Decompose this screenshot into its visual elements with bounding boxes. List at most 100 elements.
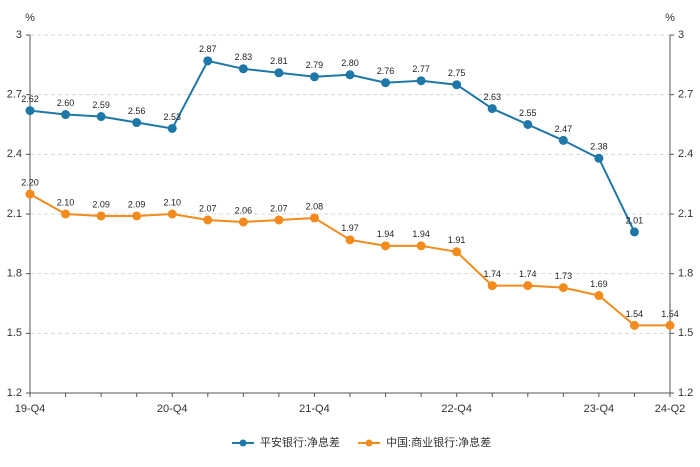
point (96, 112, 106, 122)
point (629, 320, 639, 330)
y2-tick-label: 1.2 (678, 387, 693, 399)
y2-tick-label: 1.5 (678, 327, 693, 339)
data-label: 2.83 (235, 52, 253, 62)
data-label: 1.69 (590, 279, 608, 289)
data-label: 2.07 (199, 203, 217, 213)
y-unit: % (25, 12, 35, 24)
x-tick-label: 23-Q4 (584, 403, 615, 415)
y2-tick-label: 2.4 (678, 148, 693, 160)
y-tick-label: 2.1 (7, 208, 22, 220)
data-label: 2.60 (57, 98, 75, 108)
point (452, 80, 462, 90)
point (381, 78, 391, 88)
data-label: 2.81 (270, 56, 288, 66)
point (309, 72, 319, 82)
y-tick-label: 2.7 (7, 89, 22, 101)
legend-marker (365, 439, 373, 447)
legend-label: 中国:商业银行:净息差 (386, 435, 491, 449)
data-label: 2.09 (92, 199, 110, 209)
data-label: 2.47 (555, 124, 573, 134)
point (96, 211, 106, 221)
data-label: 2.56 (128, 106, 146, 116)
point (167, 123, 177, 133)
y-tick-label: 1.2 (7, 387, 22, 399)
point (487, 104, 497, 114)
point (309, 213, 319, 223)
series-line (29, 193, 670, 327)
point (61, 209, 71, 219)
data-label: 2.09 (128, 199, 146, 209)
x-tick-label: 21-Q4 (299, 403, 330, 415)
y2-tick-label: 3 (678, 29, 684, 41)
point (238, 217, 248, 227)
x-tick-label: 19-Q4 (15, 403, 46, 415)
data-label: 2.79 (306, 60, 324, 70)
point (203, 215, 213, 225)
data-label: 1.73 (555, 271, 573, 281)
data-label: 2.01 (626, 215, 644, 225)
data-label: 2.07 (270, 203, 288, 213)
data-label: 2.55 (519, 108, 537, 118)
point (594, 153, 604, 163)
y2-unit: % (665, 12, 675, 24)
data-label: 1.74 (483, 269, 501, 279)
point (629, 227, 639, 237)
x-tick-label: 24-Q2 (655, 403, 686, 415)
x-tick-label: 20-Q4 (157, 403, 188, 415)
data-label: 2.76 (377, 66, 395, 76)
data-label: 2.38 (590, 142, 608, 152)
y-tick-label: 1.5 (7, 327, 22, 339)
data-label: 2.77 (412, 64, 430, 74)
y-tick-label: 3 (16, 29, 22, 41)
data-label: 1.91 (448, 235, 466, 245)
point (132, 211, 142, 221)
data-label: 1.54 (661, 309, 679, 319)
x-tick-label: 22-Q4 (441, 403, 472, 415)
legend-marker (239, 439, 247, 447)
point (132, 118, 142, 128)
point (274, 68, 284, 78)
data-label: 1.54 (626, 309, 644, 319)
data-label: 2.10 (57, 197, 75, 207)
point (61, 110, 71, 120)
data-label: 2.59 (92, 100, 110, 110)
data-label: 1.94 (412, 229, 430, 239)
point (381, 241, 391, 251)
point (416, 241, 426, 251)
data-label: 1.94 (377, 229, 395, 239)
y-tick-label: 2.4 (7, 148, 22, 160)
point (345, 235, 355, 245)
data-label: 2.53 (163, 112, 181, 122)
data-label: 2.06 (235, 205, 253, 215)
data-label: 2.80 (341, 58, 359, 68)
y2-tick-label: 2.7 (678, 89, 693, 101)
y-tick-label: 1.8 (7, 268, 22, 280)
point (523, 120, 533, 129)
point (416, 76, 426, 86)
point (25, 189, 35, 199)
y2-tick-label: 1.8 (678, 268, 693, 280)
y2-tick-label: 2.1 (678, 208, 693, 220)
data-label: 2.62 (21, 94, 39, 104)
point (345, 70, 355, 80)
data-label: 2.63 (483, 92, 501, 102)
point (487, 281, 497, 291)
data-label: 2.20 (21, 177, 39, 187)
point (665, 320, 675, 330)
legend-label: 平安银行:净息差 (260, 435, 340, 449)
point (203, 56, 213, 66)
point (25, 106, 35, 116)
data-label: 1.97 (341, 223, 359, 233)
data-label: 2.10 (163, 197, 181, 207)
data-label: 1.74 (519, 269, 537, 279)
point (274, 215, 284, 225)
point (523, 281, 533, 291)
point (558, 283, 568, 293)
data-label: 2.08 (306, 201, 324, 211)
point (558, 135, 568, 145)
point (452, 247, 462, 257)
data-label: 2.87 (199, 44, 217, 54)
data-label: 2.75 (448, 68, 466, 78)
